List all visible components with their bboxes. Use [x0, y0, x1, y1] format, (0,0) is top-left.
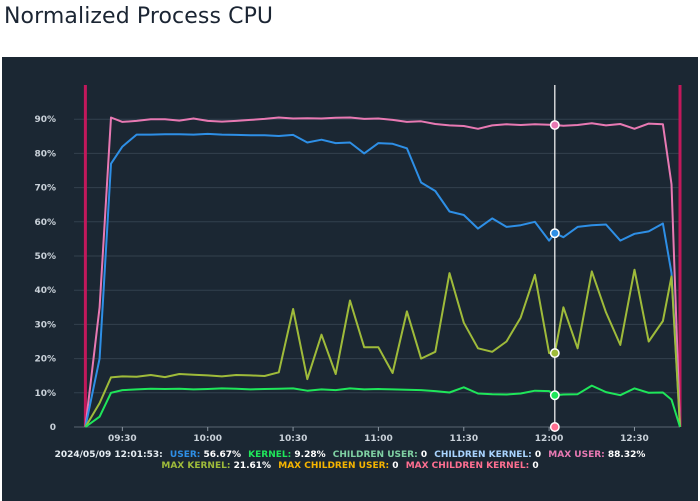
- y-tick-label: 80%: [34, 149, 56, 159]
- x-tick-label: 09:30: [108, 434, 137, 444]
- legend-value: 0: [420, 450, 428, 460]
- legend-value: 0: [392, 461, 399, 471]
- chart-panel: 0 10% 20% 30% 40% 50% 60% 70% 80% 90% 09:30 10:00 1…: [2, 57, 698, 501]
- legend-label: USER:: [169, 450, 201, 460]
- legend-item-kernel: KERNEL: 9.28%: [248, 450, 325, 460]
- x-tick-label: 12:30: [620, 434, 649, 444]
- y-tick-label: 50%: [34, 252, 56, 262]
- legend-value: 9.28%: [294, 450, 326, 460]
- cursor-point-kernel: [549, 390, 560, 401]
- y-tick-label: 0: [50, 423, 56, 433]
- series-line-kernel: [84, 384, 681, 428]
- legend-item-max-children-kernel: MAX CHILDREN KERNEL: 0: [406, 461, 539, 471]
- legend-item-children-user: CHILDREN USER: 0: [333, 450, 427, 460]
- x-tick-label: 12:00: [535, 434, 564, 444]
- legend-timestamp: 2024/05/09 12:01:53:: [54, 450, 163, 460]
- cursor-point-user: [549, 228, 560, 239]
- legend-item-max-kernel: MAX KERNEL: 21.61%: [161, 461, 271, 471]
- series-layer: [84, 116, 681, 428]
- legend-value: 0: [534, 450, 542, 460]
- legend-item-max-children-user: MAX CHILDREN USER: 0: [278, 461, 398, 471]
- cursor-point-max-kernel: [549, 348, 560, 359]
- series-line-max-user: [84, 116, 681, 428]
- legend-item-user: USER: 56.67%: [170, 450, 241, 460]
- cursor-point-max-user: [549, 120, 560, 130]
- legend-value: 0: [532, 461, 539, 471]
- legend-label: CHILDREN KERNEL:: [434, 450, 532, 460]
- y-tick-label: 40%: [34, 286, 56, 296]
- page-title: Normalized Process CPU: [4, 4, 274, 29]
- legend-value: 56.67%: [203, 450, 242, 460]
- legend-label: KERNEL:: [248, 450, 292, 460]
- cursor-point-baseline: [549, 422, 560, 432]
- cpu-line-chart[interactable]: 0 10% 20% 30% 40% 50% 60% 70% 80% 90% 09:30 10:00 1…: [2, 57, 698, 501]
- range-boundaries: [83, 85, 682, 427]
- x-axis-ticks: 09:30 10:00 10:30 11:00 11:30 12:00 12:30: [108, 427, 649, 444]
- legend-label: MAX USER:: [548, 450, 605, 460]
- grid-layer: [74, 118, 680, 428]
- y-tick-label: 20%: [34, 355, 56, 365]
- y-axis-ticks: 0 10% 20% 30% 40% 50% 60% 70% 80% 90%: [34, 115, 56, 433]
- legend-item-max-user: MAX USER: 88.32%: [548, 450, 645, 460]
- x-tick-label: 10:00: [193, 434, 222, 444]
- range-boundary-line: [83, 85, 87, 427]
- range-boundary-line: [678, 85, 682, 427]
- hover-cursor: [549, 85, 560, 432]
- legend-value: 88.32%: [607, 450, 646, 460]
- y-tick-label: 70%: [34, 184, 56, 194]
- y-tick-label: 10%: [34, 389, 56, 399]
- legend-label: CHILDREN USER:: [332, 450, 418, 460]
- y-tick-label: 30%: [34, 320, 56, 330]
- legend-item-children-kernel: CHILDREN KERNEL: 0: [434, 450, 541, 460]
- legend-value: 21.61%: [233, 461, 272, 471]
- y-tick-label: 60%: [34, 218, 56, 228]
- y-tick-label: 90%: [34, 115, 56, 125]
- legend-label: MAX KERNEL:: [161, 461, 231, 471]
- legend-label: MAX CHILDREN KERNEL:: [405, 461, 530, 471]
- x-tick-label: 11:30: [449, 434, 478, 444]
- x-tick-label: 11:00: [364, 434, 393, 444]
- series-line-max-kernel: [84, 268, 681, 428]
- legend-label: MAX CHILDREN USER:: [278, 461, 390, 471]
- legend-row-1: 2024/05/09 12:01:53: USER: 56.67% KERNEL…: [2, 450, 698, 460]
- x-tick-label: 10:30: [279, 434, 308, 444]
- legend-row-2: MAX KERNEL: 21.61% MAX CHILDREN USER: 0 …: [2, 461, 698, 471]
- series-line-user: [84, 132, 681, 428]
